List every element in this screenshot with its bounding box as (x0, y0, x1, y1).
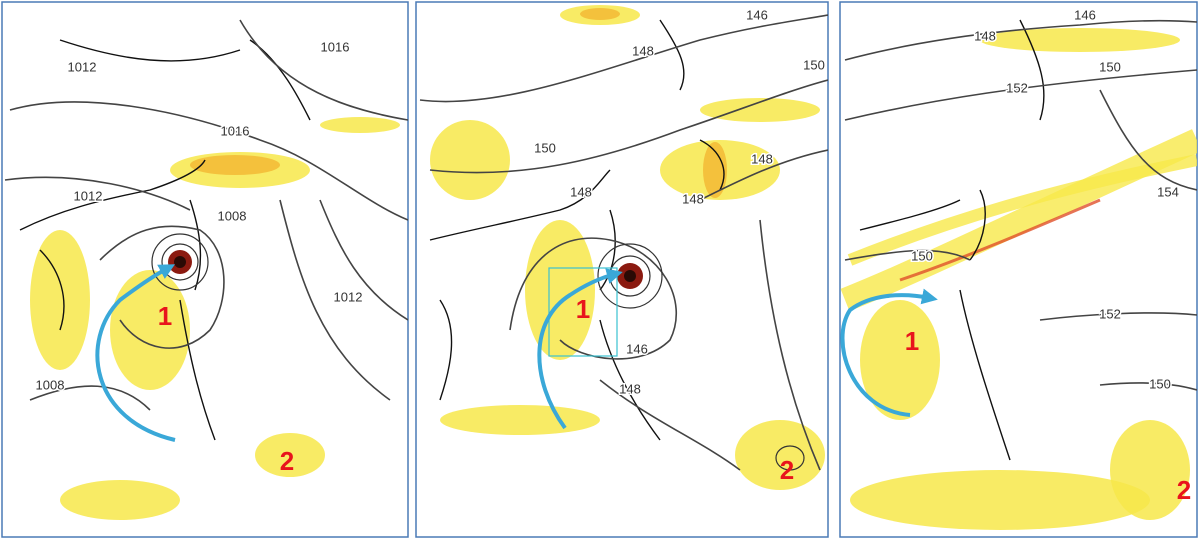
system-marker: 1 (158, 301, 172, 331)
panel-200hpa: 146 148 150 152 154 150 152 150 1 2 (839, 1, 1198, 538)
contour-label: 146 (626, 341, 648, 356)
contour-label: 152 (1006, 80, 1028, 95)
contour-label: 146 (1074, 7, 1096, 22)
contour-label: 150 (1099, 59, 1121, 74)
system-marker: 2 (280, 446, 294, 476)
contour-label: 1012 (68, 59, 97, 74)
panel-graphics (4, 19, 408, 520)
contour-label: 146 (746, 7, 768, 22)
system-marker: 1 (905, 326, 919, 356)
contour-label: 1012 (74, 188, 103, 203)
contour-label: 1008 (218, 208, 247, 223)
panel-graphics (840, 19, 1197, 530)
panel-surface: 1012 1016 1016 1012 1008 1012 1008 1 2 (1, 1, 409, 538)
contour-label: 1016 (221, 123, 250, 138)
contour-label: 154 (1157, 184, 1179, 199)
contour-label: 150 (1149, 376, 1171, 391)
contour-label: 152 (1099, 306, 1121, 321)
contour-label: 148 (751, 151, 773, 166)
contour-label: 148 (619, 381, 641, 396)
contour-label: 1016 (321, 39, 350, 54)
system-marker: 2 (780, 455, 794, 485)
panel-graphics (419, 5, 828, 490)
system-marker: 2 (1177, 475, 1191, 505)
contour-label: 150 (911, 248, 933, 263)
contour-label: 148 (974, 28, 996, 43)
contour-label: 1012 (334, 289, 363, 304)
contour-label: 1008 (36, 377, 65, 392)
contour-label: 148 (682, 191, 704, 206)
panel-500hpa: 146 148 150 150 148 148 148 146 148 1 2 (415, 1, 829, 538)
system-marker: 1 (576, 294, 590, 324)
contour-label: 150 (534, 140, 556, 155)
contour-label: 150 (803, 57, 825, 72)
contour-label: 148 (632, 43, 654, 58)
contour-label: 148 (570, 184, 592, 199)
